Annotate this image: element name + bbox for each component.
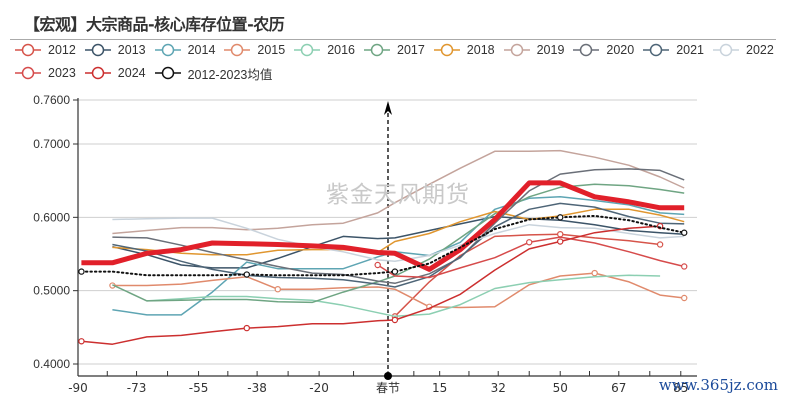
legend-marker-icon bbox=[15, 66, 41, 80]
legend-label: 2021 bbox=[676, 43, 704, 57]
data-point-2024 bbox=[391, 316, 399, 324]
data-point-2015 bbox=[274, 286, 281, 293]
series-line-2018 bbox=[112, 208, 685, 256]
x-tick-label: 春节 bbox=[376, 381, 400, 395]
legend-item-2023[interactable]: 2023 bbox=[14, 64, 76, 82]
data-point-2024 bbox=[243, 324, 250, 332]
legend-label: 2012-2023均值 bbox=[187, 67, 273, 82]
x-tick-label: -55 bbox=[189, 381, 209, 395]
legend-item-2021[interactable]: 2021 bbox=[642, 41, 704, 59]
data-point-2023 bbox=[374, 261, 381, 269]
x-tick-label: 85 bbox=[673, 381, 688, 395]
legend-marker-icon bbox=[15, 43, 41, 57]
data-point-2024 bbox=[78, 338, 85, 345]
x-tick-label: 50 bbox=[553, 381, 568, 395]
arrow-up-icon bbox=[384, 101, 392, 115]
data-point-2012-2023 bbox=[391, 268, 399, 275]
legend-item-2020[interactable]: 2020 bbox=[572, 41, 634, 59]
data-point-2012-2023 bbox=[557, 214, 564, 221]
legend-label: 2017 bbox=[397, 43, 425, 57]
legend-marker-icon bbox=[573, 43, 600, 57]
legend-marker-icon bbox=[294, 43, 321, 57]
legend-item-2012-2023[interactable]: 2012-2023均值 bbox=[154, 64, 273, 82]
legend-label: 2015 bbox=[257, 43, 286, 57]
legend-label: 2018 bbox=[466, 43, 495, 57]
legend-marker-icon bbox=[433, 43, 460, 57]
title-divider bbox=[10, 39, 776, 40]
legend-label: 2020 bbox=[606, 43, 635, 57]
legend-label: 2016 bbox=[327, 43, 355, 57]
legend-label: 2022 bbox=[746, 43, 774, 57]
y-tick-label: 0.4000 bbox=[33, 357, 70, 371]
legend-marker-icon bbox=[84, 66, 111, 80]
data-point-2023 bbox=[526, 239, 533, 246]
legend-item-2019[interactable]: 2019 bbox=[503, 41, 565, 59]
data-point-2012-2023 bbox=[243, 271, 250, 278]
series-line-2019 bbox=[112, 149, 685, 235]
series-line-2022 bbox=[112, 217, 685, 263]
series-line-2016 bbox=[146, 274, 661, 318]
legend-item-2022[interactable]: 2022 bbox=[712, 41, 774, 59]
y-tick-label: 0.6000 bbox=[33, 210, 70, 224]
legend-item-2018[interactable]: 2018 bbox=[433, 41, 495, 59]
legend-marker-icon bbox=[154, 43, 181, 57]
x-tick-label: 15 bbox=[432, 381, 447, 395]
data-point-2015 bbox=[681, 294, 688, 302]
legend-item-2016[interactable]: 2016 bbox=[293, 41, 355, 59]
series-line-2021 bbox=[112, 202, 685, 288]
legend-item-2017[interactable]: 2017 bbox=[363, 41, 425, 59]
y-tick-label: 0.5000 bbox=[33, 284, 70, 298]
series-line-2013 bbox=[112, 215, 685, 269]
x-tick-label: -38 bbox=[247, 381, 267, 395]
x-tick-label: 32 bbox=[491, 381, 506, 395]
site-watermark: www.365jz.com bbox=[658, 376, 778, 394]
legend-marker-icon bbox=[154, 66, 181, 80]
data-point-2012-2023 bbox=[78, 268, 85, 275]
y-tick-label: 0.7600 bbox=[33, 93, 70, 107]
legend-label: 2012 bbox=[48, 43, 76, 57]
legend-label: 2013 bbox=[117, 43, 146, 57]
x-tick-label: -20 bbox=[309, 381, 329, 395]
series-line-2025 bbox=[81, 180, 685, 272]
data-point-2015 bbox=[591, 269, 598, 277]
legend-marker-icon bbox=[224, 43, 251, 57]
x-tick-label: 67 bbox=[611, 381, 626, 395]
legend-item-2013[interactable]: 2013 bbox=[84, 41, 146, 59]
series-line-2012 bbox=[394, 233, 661, 317]
legend-marker-icon bbox=[643, 43, 670, 57]
data-point-2024 bbox=[557, 238, 564, 245]
x-tick-label: -90 bbox=[68, 381, 88, 395]
legend-marker-icon bbox=[713, 43, 739, 57]
data-point-2012 bbox=[656, 241, 664, 248]
legend-item-2024[interactable]: 2024 bbox=[84, 64, 146, 82]
chart-title: 【宏观】大宗商品-核心库存位置-农历 bbox=[24, 15, 285, 34]
series-line-2020 bbox=[112, 168, 685, 285]
series-line-2012-2023 bbox=[80, 214, 686, 277]
legend-item-2015[interactable]: 2015 bbox=[223, 41, 285, 59]
legend-label: 2014 bbox=[187, 43, 216, 57]
legend-marker-icon bbox=[503, 43, 530, 57]
y-tick-label: 0.7000 bbox=[33, 137, 70, 151]
legend-marker-icon bbox=[364, 43, 390, 57]
spring-festival-dot bbox=[384, 372, 392, 380]
legend-marker-icon bbox=[84, 43, 111, 57]
data-point-2012-2023 bbox=[681, 229, 688, 236]
legend-label: 2023 bbox=[48, 66, 76, 80]
legend-item-2014[interactable]: 2014 bbox=[154, 41, 216, 59]
legend-item-2012[interactable]: 2012 bbox=[14, 41, 76, 59]
data-point-2012 bbox=[557, 230, 564, 238]
x-tick-label: -73 bbox=[127, 381, 147, 395]
legend-label: 2019 bbox=[536, 43, 565, 57]
brand-watermark: 紫金天风期货 bbox=[326, 182, 470, 208]
legend-label: 2024 bbox=[117, 66, 146, 80]
data-point-2023 bbox=[681, 263, 688, 270]
